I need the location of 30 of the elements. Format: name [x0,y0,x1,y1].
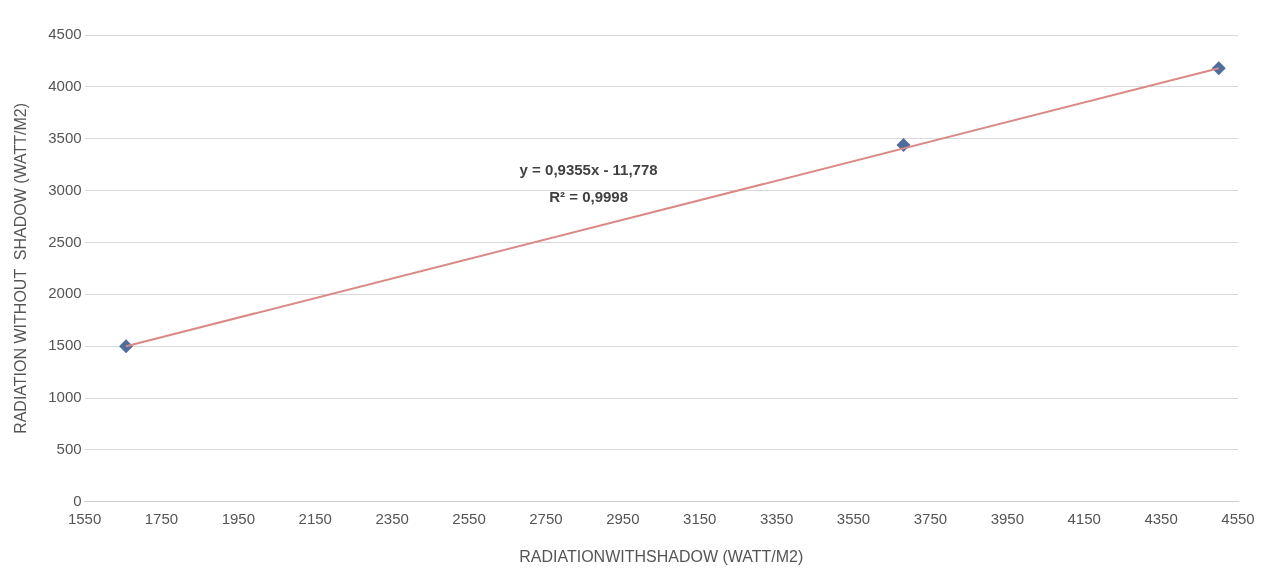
x-tick-label: 1950 [221,509,256,527]
x-tick-label: 2150 [298,509,332,527]
y-tick-label: 0 [73,491,82,509]
y-tick-label: 1000 [48,388,82,406]
x-tick-label: 4550 [1221,509,1255,527]
y-axis-title: RADIATION WITHOUT SHADOW (WATT/M2) [12,102,30,434]
x-tick-label: 2350 [375,509,409,527]
x-tick-label: 2550 [452,509,486,527]
annotation: y = 0,9355x - 11,778 [519,161,658,179]
x-tick-label: 3150 [683,509,717,527]
x-tick-label: 3750 [913,509,948,527]
x-tick-label: 2750 [529,509,563,527]
y-tick-label: 2500 [48,232,82,250]
x-tick-label: 3950 [990,509,1024,527]
x-tick-label: 4350 [1144,509,1178,527]
y-tick-label: 4500 [48,25,82,43]
annotation: R² = 0,9998 [549,188,629,206]
x-tick-label: 1550 [67,509,102,527]
y-tick-label: 2000 [48,284,82,302]
y-tick-label: 4000 [48,77,82,95]
x-tick-label: 3550 [836,509,871,527]
y-tick-label: 3500 [48,128,82,146]
x-tick-label: 4150 [1067,509,1101,527]
y-tick-label: 500 [56,440,82,458]
x-tick-label: 2950 [606,509,640,527]
y-tick-label: 3000 [48,180,82,198]
y-tick-label: 1500 [48,336,82,354]
x-tick-label: 1750 [144,509,179,527]
x-tick-label: 3350 [759,509,794,527]
x-axis-title: RADIATIONWITHSHADOW (WATT/M2) [519,547,804,565]
